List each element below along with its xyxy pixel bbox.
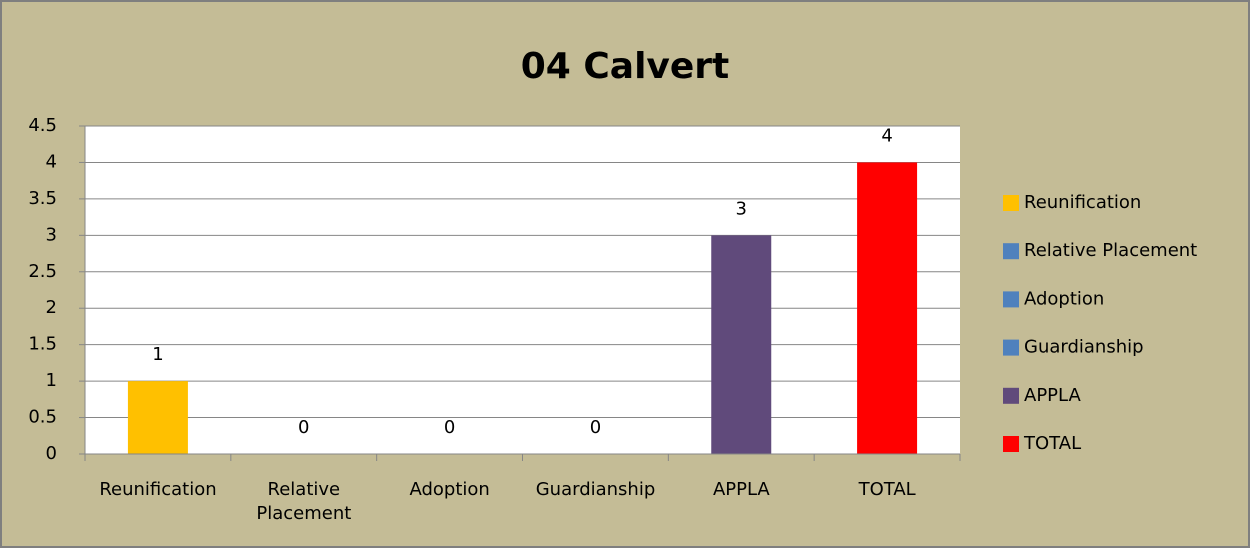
- legend-label: TOTAL: [1023, 433, 1081, 454]
- x-tick-label: APPLA: [712, 479, 770, 500]
- y-tick-label: 0.5: [28, 407, 57, 428]
- legend-label: Guardianship: [1024, 337, 1144, 358]
- x-tick-label: Relative Placement: [256, 479, 352, 524]
- y-tick-label: 1.5: [28, 334, 57, 355]
- x-tick-label: Adoption: [409, 479, 490, 500]
- chart-title: 04 Calvert: [521, 46, 730, 87]
- legend-swatch: [1003, 195, 1019, 211]
- legend-label: Relative Placement: [1024, 240, 1197, 261]
- y-tick-label: 0: [46, 443, 57, 464]
- y-tick-label: 3: [46, 224, 57, 245]
- bar: [857, 162, 918, 454]
- y-tick-label: 3.5: [28, 188, 57, 209]
- data-label: 3: [736, 198, 747, 219]
- y-tick-label: 1: [46, 370, 57, 391]
- data-label: 0: [444, 417, 455, 438]
- bar: [711, 235, 772, 454]
- legend-label: APPLA: [1024, 385, 1081, 406]
- y-tick-label: 4.5: [28, 115, 57, 136]
- x-tick-label: TOTAL: [858, 479, 916, 500]
- bar: [127, 381, 188, 454]
- data-label: 0: [590, 417, 601, 438]
- data-label: 4: [881, 125, 892, 146]
- y-tick-label: 4: [46, 151, 57, 172]
- legend-swatch: [1003, 387, 1019, 404]
- legend-label: Reunification: [1024, 192, 1141, 213]
- plot-area: [85, 126, 960, 454]
- data-label: 0: [298, 417, 309, 438]
- legend-swatch: [1003, 243, 1019, 260]
- legend-swatch: [1003, 339, 1019, 356]
- legend-label: Adoption: [1024, 288, 1104, 309]
- data-label: 1: [152, 344, 163, 365]
- x-tick-label: Reunification: [99, 479, 217, 500]
- y-tick-label: 2: [46, 297, 57, 318]
- y-tick-label: 2.5: [28, 261, 57, 282]
- x-tick-label: Guardianship: [535, 479, 656, 500]
- legend-swatch: [1003, 436, 1019, 452]
- legend-swatch: [1003, 291, 1019, 308]
